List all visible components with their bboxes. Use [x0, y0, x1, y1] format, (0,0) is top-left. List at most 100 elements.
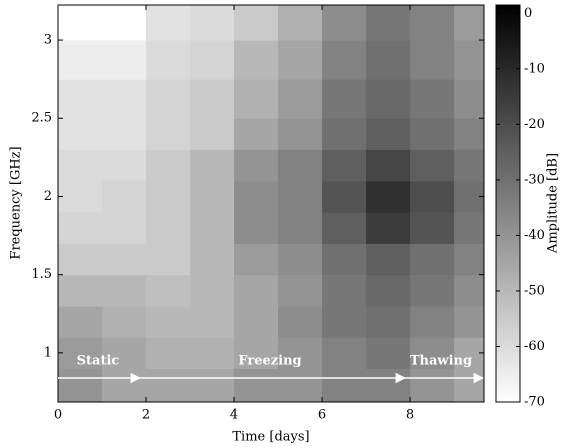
heat-cell — [410, 337, 455, 370]
heat-cell — [410, 79, 455, 119]
x-tick-label: 8 — [406, 408, 414, 423]
heat-cell — [410, 368, 455, 403]
heat-cell — [190, 337, 235, 370]
heat-cell — [102, 5, 147, 41]
heat-cell — [146, 149, 191, 182]
heat-cell — [278, 180, 323, 213]
heat-cell — [322, 212, 367, 244]
y-tick-label: 1 — [44, 345, 52, 360]
heat-cell — [234, 212, 279, 244]
heat-cell — [410, 180, 455, 213]
heat-cell — [146, 368, 191, 403]
heat-cell — [58, 118, 103, 151]
heat-cell — [234, 40, 279, 80]
heat-cell — [278, 118, 323, 151]
heat-cell — [190, 274, 235, 307]
y-axis-label: Frequency [GHz] — [9, 146, 24, 259]
heat-cell — [366, 5, 411, 41]
heat-cell — [58, 368, 103, 403]
heat-cell — [102, 243, 147, 276]
x-tick-label: 4 — [230, 408, 238, 423]
heat-cell — [58, 5, 103, 41]
heat-cell — [454, 79, 485, 119]
heat-cell — [322, 149, 367, 182]
heat-cell — [234, 368, 279, 403]
heat-cell — [366, 212, 411, 244]
heat-cell — [102, 180, 147, 213]
heat-cell — [234, 79, 279, 119]
x-tick-label: 2 — [142, 408, 150, 423]
heat-cell — [146, 40, 191, 80]
heat-cell — [190, 368, 235, 403]
heat-cell — [278, 337, 323, 370]
heat-cell — [146, 5, 191, 41]
heat-cell — [454, 274, 485, 307]
heat-cell — [58, 180, 103, 213]
annotation: Static — [77, 354, 120, 369]
heat-cell — [366, 337, 411, 370]
heat-cell — [322, 79, 367, 119]
colorbar-label: Amplitude [dB] — [546, 153, 561, 254]
heat-cell — [410, 243, 455, 276]
heat-cell — [102, 368, 147, 403]
heat-cell — [410, 5, 455, 41]
heat-cell — [102, 79, 147, 119]
heat-cell — [278, 305, 323, 338]
heat-cell — [322, 337, 367, 370]
annotation: Freezing — [238, 354, 301, 369]
heat-cell — [234, 305, 279, 338]
y-tick-label: 2.5 — [31, 111, 52, 126]
heat-cell — [146, 180, 191, 213]
heat-cell — [234, 274, 279, 307]
heat-cell — [190, 180, 235, 213]
colorbar-tick-label: -60 — [524, 339, 545, 354]
heat-cell — [190, 118, 235, 151]
heat-cell — [322, 40, 367, 80]
heat-cell — [278, 274, 323, 307]
heat-cell — [102, 40, 147, 80]
heat-cell — [102, 212, 147, 244]
heat-cell — [454, 118, 485, 151]
heat-cell — [410, 118, 455, 151]
heat-cell — [454, 149, 485, 182]
heat-cell — [454, 5, 485, 41]
heat-cell — [146, 337, 191, 370]
heat-cell — [234, 149, 279, 182]
heat-cell — [322, 243, 367, 276]
heat-cell — [322, 305, 367, 338]
heat-cell — [58, 274, 103, 307]
heat-cell — [190, 40, 235, 80]
heat-cell — [454, 305, 485, 338]
heat-cell — [146, 118, 191, 151]
heat-cell — [366, 305, 411, 338]
heat-cell — [454, 243, 485, 276]
heat-cell — [58, 337, 103, 370]
heat-cell — [366, 274, 411, 307]
heat-cell — [410, 40, 455, 80]
heat-cell — [146, 79, 191, 119]
heatmap — [58, 5, 485, 403]
heat-cell — [366, 79, 411, 119]
y-tick-label: 2 — [44, 189, 52, 204]
heat-cell — [58, 243, 103, 276]
heat-cell — [234, 337, 279, 370]
heat-cell — [278, 79, 323, 119]
heat-cell — [278, 243, 323, 276]
colorbar-tick-label: -10 — [524, 61, 545, 76]
heat-cell — [278, 40, 323, 80]
heat-cell — [146, 305, 191, 338]
annotations: Static Freezing Thawing — [58, 354, 485, 384]
colorbar-tick-label: -40 — [524, 228, 545, 243]
plot-frame — [57, 4, 485, 403]
heat-cell — [190, 149, 235, 182]
heat-cell — [322, 5, 367, 41]
heat-cell — [366, 368, 411, 403]
heat-cell — [234, 243, 279, 276]
colorbar-tick-label: 0 — [524, 6, 532, 21]
heat-cell — [102, 274, 147, 307]
heat-cell — [58, 212, 103, 244]
heat-cell — [366, 149, 411, 182]
heat-cell — [278, 212, 323, 244]
heat-cell — [58, 79, 103, 119]
